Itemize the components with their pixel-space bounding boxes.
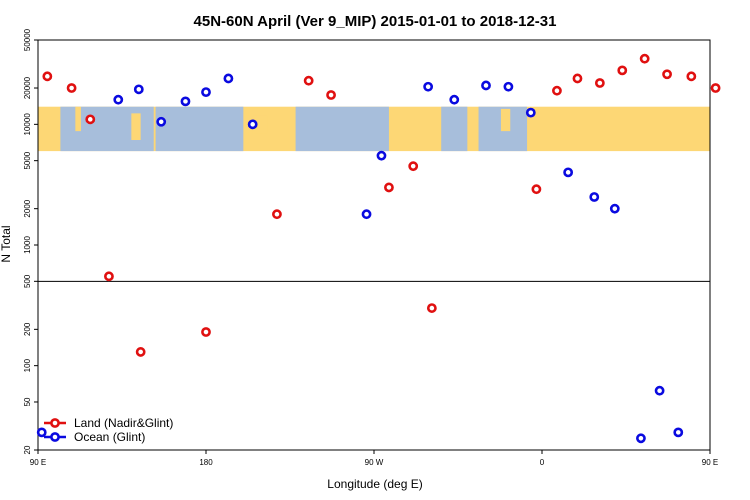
chart-title: 45N-60N April (Ver 9_MIP) 2015-01-01 to … [194, 13, 557, 30]
y-tick-label: 10000 [23, 113, 32, 136]
y-axis-label: N Total [0, 225, 13, 262]
ocean-point [223, 73, 234, 84]
land-point [408, 161, 419, 172]
x-axis-label: Longitude (deg E) [327, 477, 422, 491]
land-point [572, 73, 583, 84]
ocean-point [180, 96, 191, 107]
land-point [639, 53, 650, 64]
land-point [384, 182, 394, 193]
ocean-point [36, 427, 47, 438]
map-strip-ocean [441, 106, 468, 152]
data-points [36, 53, 721, 444]
land-point [272, 209, 282, 220]
legend-marker [50, 432, 60, 442]
map-strip-ocean [295, 106, 389, 152]
land-point [662, 69, 672, 80]
ocean-point [361, 209, 372, 220]
land-point [426, 303, 437, 313]
y-tick-label: 50000 [23, 28, 32, 51]
x-axis: 90 E 180 90 W 0 90 E [30, 450, 718, 467]
ocean-point [503, 81, 514, 92]
y-tick-label: 2000 [23, 199, 32, 217]
ocean-point [525, 107, 536, 118]
x-tick-label: 90 E [702, 458, 718, 467]
land-point [710, 83, 721, 93]
ocean-point [113, 94, 124, 105]
x-tick-label: 0 [540, 458, 545, 467]
ocean-point [636, 433, 646, 444]
ocean-point [201, 87, 211, 98]
y-tick-label: 5000 [23, 151, 32, 169]
land-point [686, 71, 697, 82]
ocean-point [423, 81, 434, 92]
map-strip-island [252, 115, 268, 134]
x-tick-label: 90 E [30, 458, 46, 467]
legend-label: Ocean (Glint) [74, 430, 145, 444]
y-tick-label: 20000 [23, 76, 32, 99]
x-tick-label: 180 [199, 458, 213, 467]
legend: Land (Nadir&Glint)Ocean (Glint) [44, 416, 173, 444]
ocean-point [609, 203, 620, 214]
y-tick-label: 500 [23, 274, 32, 288]
ocean-point [563, 167, 574, 178]
land-point [85, 114, 96, 125]
map-strip-island [500, 108, 511, 132]
land-point [594, 78, 605, 88]
y-tick-label: 100 [23, 358, 32, 372]
legend-marker [50, 418, 60, 428]
map-strip [38, 106, 710, 152]
ocean-point [481, 80, 491, 91]
land-point [531, 184, 542, 195]
ocean-point [247, 119, 258, 130]
land-point [135, 347, 146, 357]
ocean-point [449, 94, 460, 105]
map-strip-ocean [155, 106, 244, 152]
ocean-point [654, 385, 665, 396]
map-strip-island [75, 106, 81, 132]
ocean-point [673, 427, 684, 438]
land-point [617, 65, 628, 76]
plot-frame [37, 39, 711, 451]
y-axis: 20 50 100 200 500 1000 2000 5000 10000 20000 50000 [23, 28, 38, 454]
y-tick-label: 1000 [23, 236, 32, 254]
land-point [552, 85, 562, 96]
ocean-point [376, 150, 387, 161]
legend-label: Land (Nadir&Glint) [74, 416, 173, 430]
y-tick-label: 20 [23, 445, 32, 454]
map-strip-island [131, 113, 141, 141]
ocean-point [133, 84, 144, 95]
x-tick-label: 90 W [365, 458, 384, 467]
land-point [104, 271, 114, 282]
ocean-point [589, 192, 600, 202]
y-tick-label: 50 [23, 397, 32, 406]
land-point [303, 75, 314, 86]
land-point [66, 83, 77, 93]
land-point [326, 90, 336, 100]
y-tick-label: 200 [23, 322, 32, 336]
land-point [42, 71, 53, 82]
land-point [201, 327, 211, 337]
ocean-point [156, 116, 167, 127]
